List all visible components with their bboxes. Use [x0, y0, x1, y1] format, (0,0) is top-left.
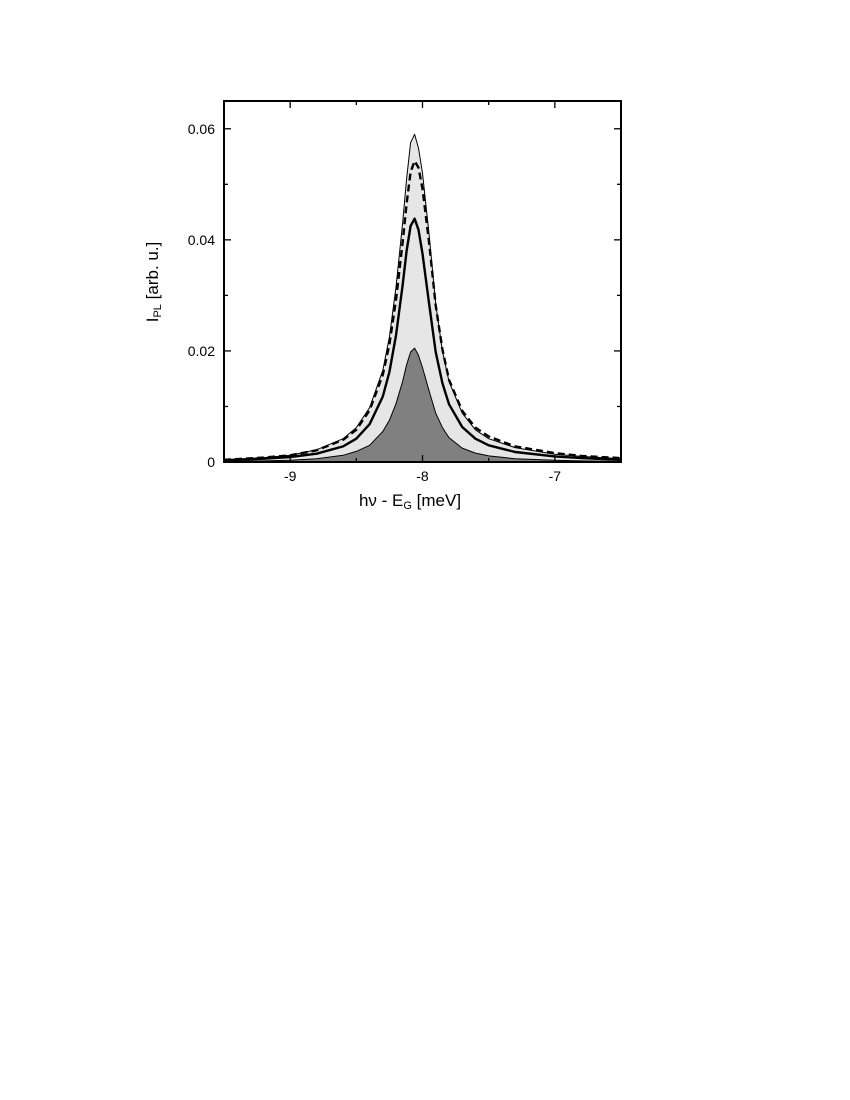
- x-axis-label-main: hν - E: [359, 491, 403, 510]
- series-2-line: [224, 159, 621, 461]
- y-tick-label: 0: [207, 454, 215, 470]
- y-axis-label-main: I: [143, 318, 162, 323]
- series-1-line: [224, 133, 621, 461]
- x-tick-label: -7: [549, 468, 562, 484]
- y-axis-label: IPL [arb. u.]: [143, 242, 164, 323]
- x-tick-label: -8: [416, 468, 429, 484]
- y-tick-label: 0.06: [188, 121, 215, 137]
- series-1-area: [224, 134, 621, 462]
- x-axis-label-unit: [meV]: [412, 491, 461, 510]
- x-axis-label-sub: G: [403, 500, 412, 512]
- y-axis-label-unit: [arb. u.]: [143, 242, 162, 304]
- x-tick-label: -9: [284, 468, 297, 484]
- series-4-area: [224, 348, 621, 462]
- x-axis-label: hν - EG [meV]: [359, 491, 461, 512]
- series-4-line: [224, 347, 621, 462]
- y-tick-label: 0.04: [188, 232, 215, 248]
- y-axis-label-sub: PL: [152, 304, 164, 317]
- series-layer: [224, 133, 621, 462]
- series-3-line: [224, 217, 621, 462]
- plot-frame: [223, 100, 622, 463]
- y-tick-label: 0.02: [188, 343, 215, 359]
